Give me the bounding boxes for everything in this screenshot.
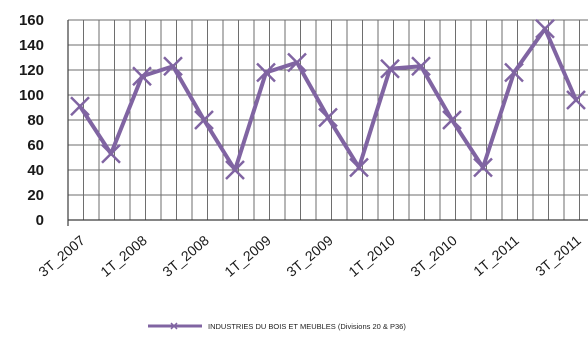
legend-label: INDUSTRIES DU BOIS ET MEUBLES (Divisions…: [208, 322, 406, 331]
data-point: [473, 157, 493, 178]
grid: [67, 19, 588, 221]
data-point: [535, 18, 555, 39]
data-point: [442, 110, 462, 130]
x-tick-label: 3T_2007: [35, 232, 88, 280]
data-point: [380, 58, 400, 79]
point-marker-stroke: [287, 52, 307, 73]
y-tick-label: 160: [19, 12, 44, 29]
data-point: [566, 90, 586, 110]
point-marker-stroke: [566, 90, 586, 110]
data-point: [163, 56, 183, 77]
data-point: [194, 110, 214, 130]
data-point: [287, 52, 307, 73]
y-tick-label: 60: [27, 137, 44, 154]
point-marker-stroke: [101, 143, 121, 164]
data-point: [349, 157, 369, 178]
data-point: [256, 62, 276, 83]
series: [70, 18, 586, 180]
x-tick-label: 1T_2011: [470, 232, 522, 279]
legend-swatch-marker: [170, 322, 178, 330]
y-tick-label: 80: [27, 112, 44, 129]
x-tick-label: 3T_2008: [159, 232, 212, 280]
y-tick-label: 40: [27, 162, 44, 179]
x-tick-label: 1T_2008: [97, 232, 150, 280]
y-tick-label: 120: [19, 62, 44, 79]
y-tick-label: 0: [36, 212, 44, 229]
data-point: [411, 56, 431, 77]
legend: INDUSTRIES DU BOIS ET MEUBLES (Divisions…: [148, 322, 406, 331]
data-point: [70, 96, 90, 117]
point-marker-stroke: [473, 157, 493, 178]
point-marker-stroke: [256, 62, 276, 83]
point-marker-stroke: [318, 107, 338, 128]
point-marker-stroke: [380, 58, 400, 79]
point-marker-stroke: [132, 66, 152, 87]
point-marker-stroke: [411, 56, 431, 77]
data-point: [318, 107, 338, 128]
point-marker-stroke: [163, 56, 183, 77]
y-tick-label: 140: [19, 37, 44, 54]
y-tick-label: 20: [27, 187, 44, 204]
x-tick-label: 3T_2010: [407, 232, 460, 280]
data-point: [132, 66, 152, 87]
point-marker-stroke: [442, 110, 462, 130]
point-marker-stroke: [225, 160, 245, 180]
x-tick-label: 3T_2011: [532, 232, 584, 279]
point-marker-stroke: [349, 157, 369, 178]
y-tick-label: 100: [19, 87, 44, 104]
x-tick-label: 1T_2010: [345, 232, 398, 280]
point-marker-stroke: [535, 18, 555, 39]
data-point: [225, 160, 245, 180]
data-point: [101, 143, 121, 164]
x-tick-label: 3T_2009: [283, 232, 336, 280]
point-marker-stroke: [194, 110, 214, 130]
point-marker-stroke: [70, 96, 90, 117]
point-marker-stroke: [504, 62, 524, 83]
data-point: [504, 62, 524, 83]
x-tick-label: 1T_2009: [221, 232, 274, 280]
